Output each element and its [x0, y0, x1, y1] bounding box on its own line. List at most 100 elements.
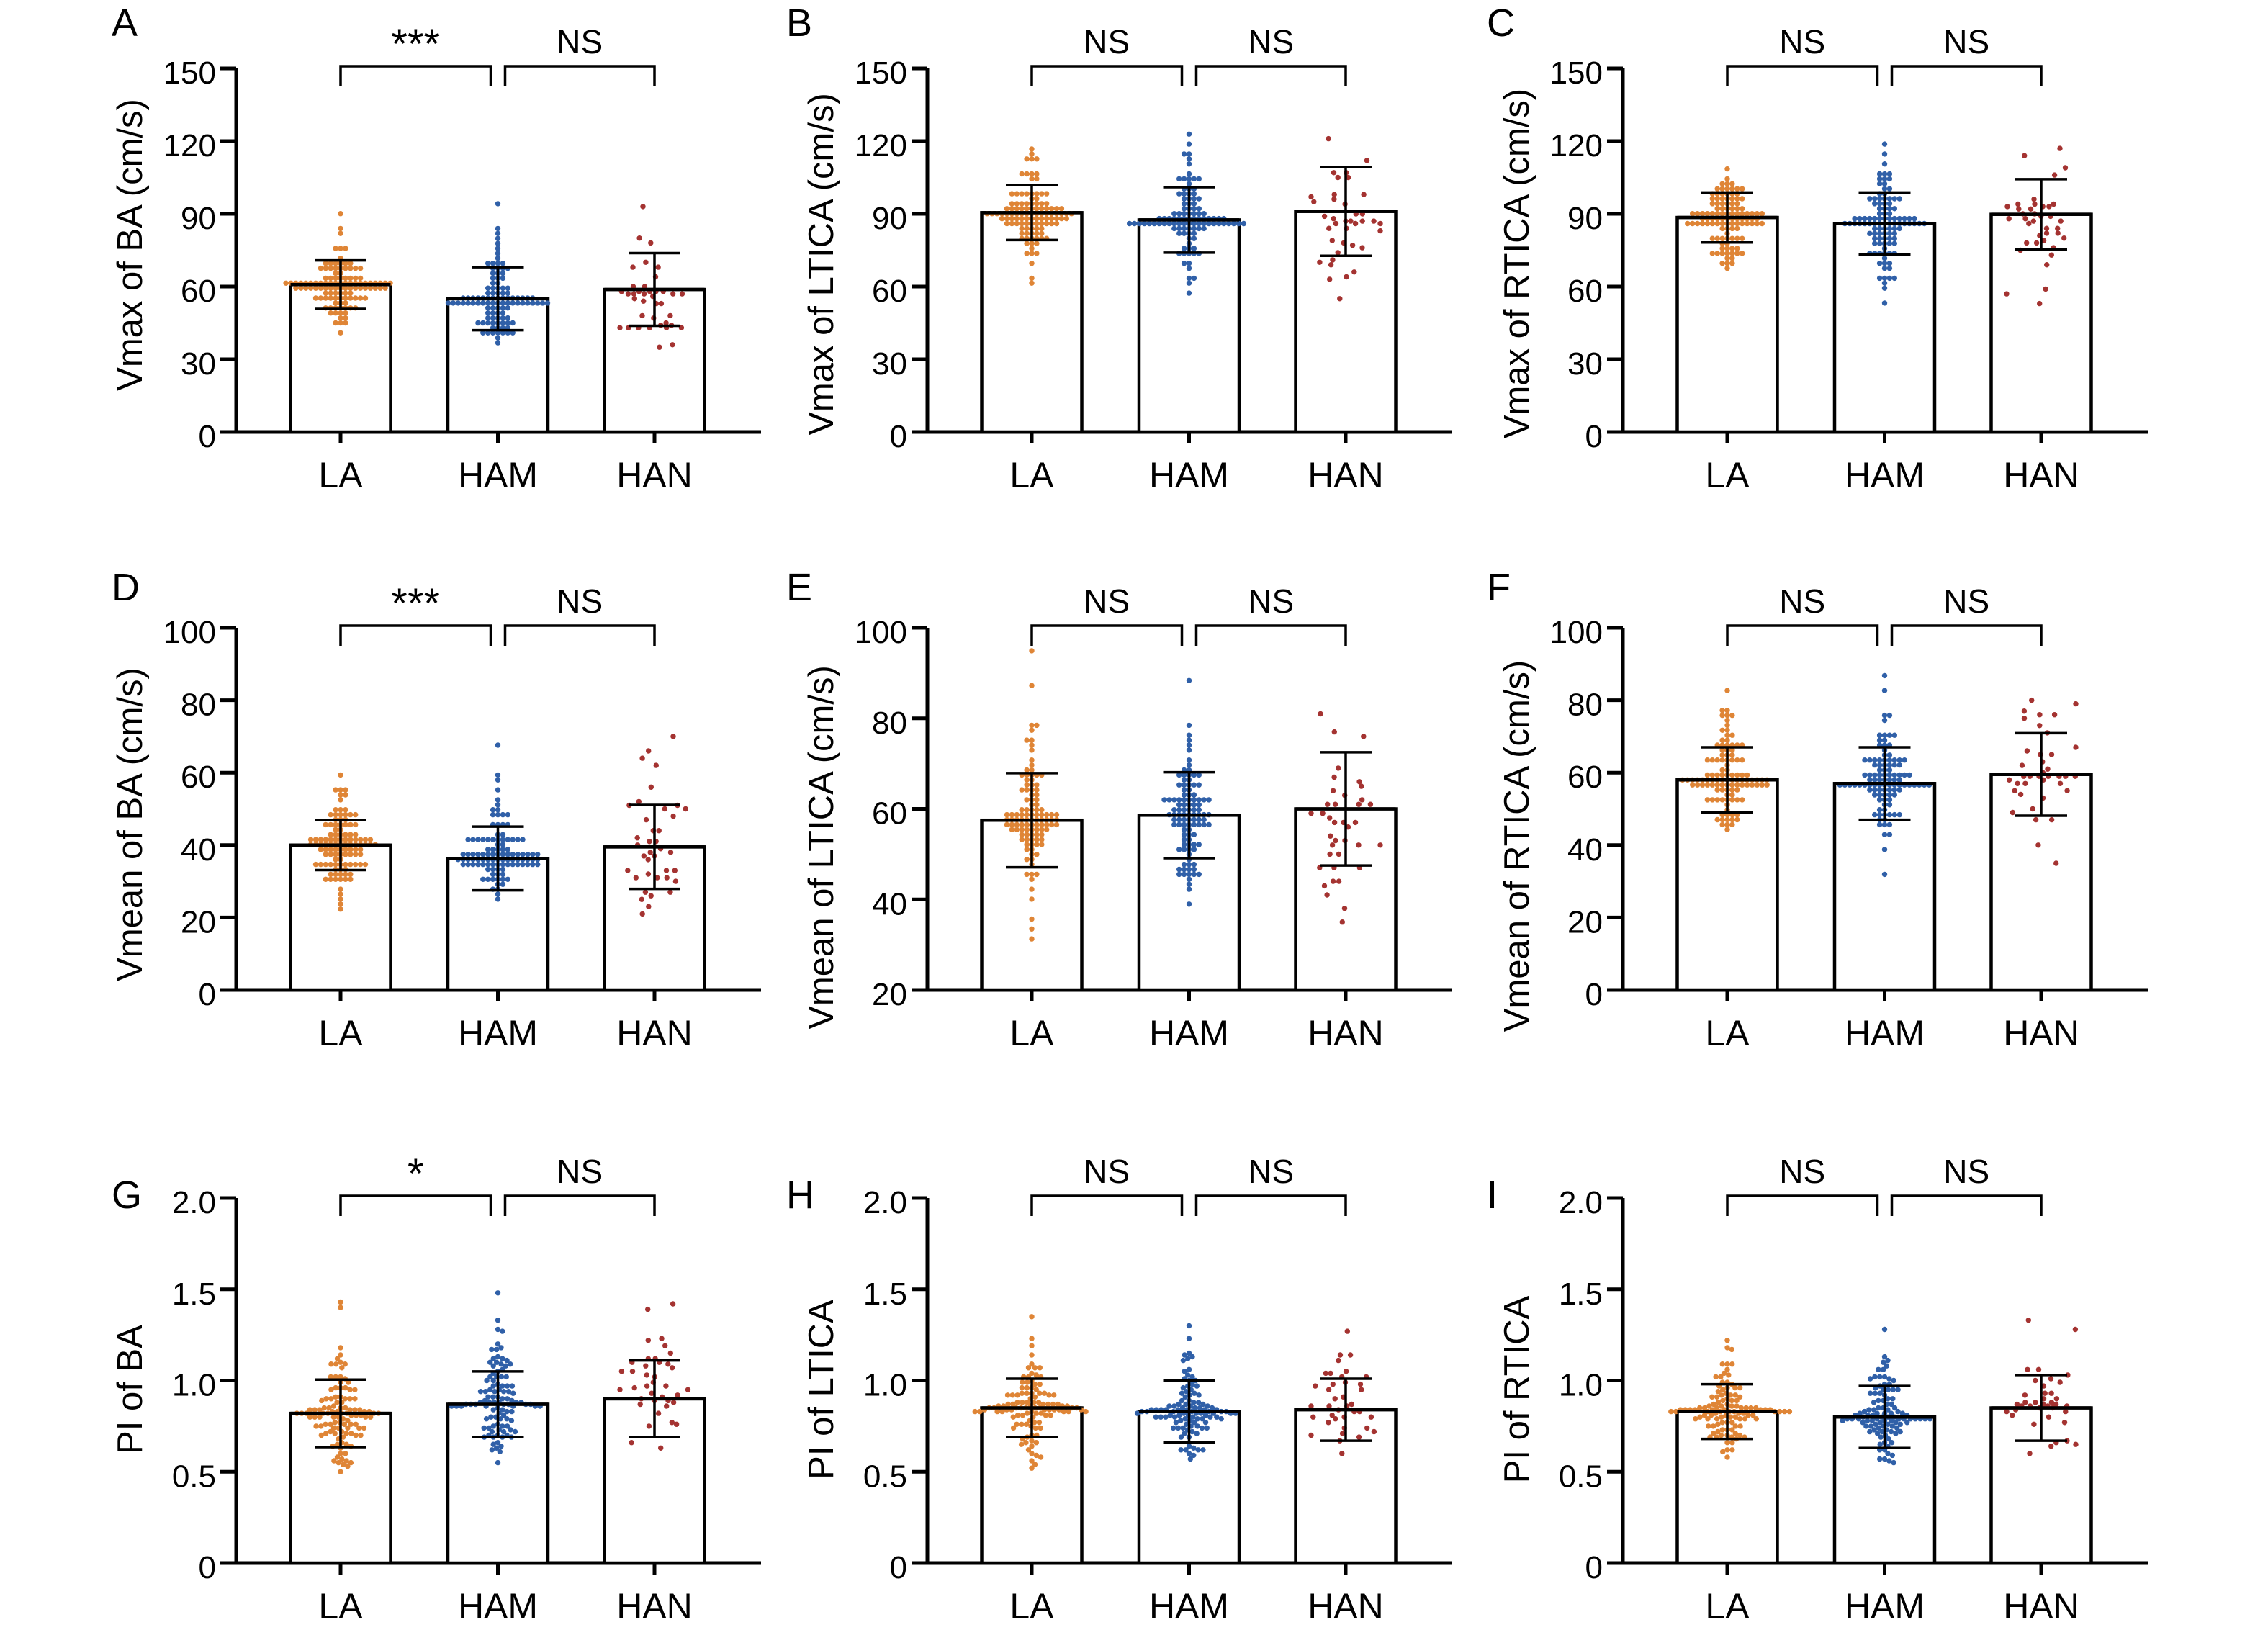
svg-text:HAM: HAM	[1845, 1013, 1925, 1053]
svg-text:LA: LA	[1009, 455, 1054, 495]
svg-text:HAM: HAM	[458, 455, 538, 495]
svg-text:*: *	[408, 1151, 424, 1197]
svg-text:60: 60	[872, 796, 907, 832]
svg-text:1.5: 1.5	[1559, 1276, 1603, 1312]
svg-text:Vmean of LTICA (cm/s): Vmean of LTICA (cm/s)	[802, 665, 841, 1030]
svg-text:30: 30	[1567, 346, 1603, 382]
svg-text:120: 120	[1550, 128, 1603, 163]
svg-text:NS: NS	[1248, 582, 1294, 620]
svg-text:PI of RTICA: PI of RTICA	[1498, 1295, 1536, 1483]
svg-text:NS: NS	[1943, 582, 1989, 620]
svg-text:HAM: HAM	[458, 1586, 538, 1626]
svg-text:1.5: 1.5	[863, 1276, 907, 1312]
svg-text:HAN: HAN	[2003, 455, 2079, 495]
svg-text:HAN: HAN	[2003, 1586, 2079, 1626]
svg-text:LA: LA	[1009, 1586, 1054, 1626]
svg-text:120: 120	[855, 128, 907, 163]
svg-text:0.5: 0.5	[172, 1459, 216, 1494]
svg-text:HAM: HAM	[1149, 455, 1229, 495]
svg-text:60: 60	[1567, 760, 1603, 795]
svg-text:100: 100	[855, 615, 907, 650]
svg-text:90: 90	[872, 201, 907, 236]
svg-text:HAN: HAN	[616, 1586, 693, 1626]
svg-text:2.0: 2.0	[172, 1185, 216, 1220]
svg-text:1.0: 1.0	[863, 1368, 907, 1403]
svg-text:0: 0	[1585, 419, 1603, 454]
svg-text:HAN: HAN	[1308, 455, 1384, 495]
svg-text:80: 80	[1567, 688, 1603, 723]
svg-text:80: 80	[181, 688, 216, 723]
svg-text:LA: LA	[318, 455, 363, 495]
svg-text:HAN: HAN	[1308, 1586, 1384, 1626]
svg-text:PI of BA: PI of BA	[111, 1325, 150, 1454]
svg-text:G: G	[112, 1174, 142, 1217]
svg-text:I: I	[1487, 1174, 1498, 1217]
svg-text:H: H	[786, 1174, 814, 1217]
svg-text:HAM: HAM	[1149, 1013, 1229, 1053]
svg-text:HAN: HAN	[616, 1013, 693, 1053]
svg-text:HAN: HAN	[2003, 1013, 2079, 1053]
svg-text:NS: NS	[1943, 23, 1989, 60]
svg-text:90: 90	[1567, 201, 1603, 236]
svg-text:HAN: HAN	[1308, 1013, 1384, 1053]
svg-text:NS: NS	[1084, 1153, 1130, 1190]
svg-text:***: ***	[391, 580, 440, 627]
svg-text:NS: NS	[1248, 1153, 1294, 1190]
svg-text:1.5: 1.5	[172, 1276, 216, 1312]
svg-text:B: B	[786, 1, 812, 45]
svg-text:LA: LA	[1705, 1013, 1750, 1053]
svg-text:LA: LA	[1705, 455, 1750, 495]
svg-text:60: 60	[181, 274, 216, 309]
svg-text:0: 0	[199, 1550, 216, 1585]
svg-text:40: 40	[872, 886, 907, 922]
svg-text:150: 150	[855, 55, 907, 91]
svg-text:A: A	[112, 1, 138, 45]
svg-text:HAM: HAM	[458, 1013, 538, 1053]
svg-text:LA: LA	[1009, 1013, 1054, 1053]
svg-text:D: D	[112, 566, 140, 609]
svg-text:20: 20	[181, 904, 216, 940]
svg-text:1.0: 1.0	[172, 1368, 216, 1403]
svg-text:NS: NS	[557, 1153, 603, 1190]
svg-text:150: 150	[1550, 55, 1603, 91]
svg-text:F: F	[1487, 566, 1511, 609]
svg-text:90: 90	[181, 201, 216, 236]
svg-text:LA: LA	[318, 1013, 363, 1053]
svg-text:0: 0	[1585, 977, 1603, 1012]
svg-text:0: 0	[199, 977, 216, 1012]
svg-text:Vmax of RTICA (cm/s): Vmax of RTICA (cm/s)	[1498, 89, 1536, 438]
svg-text:HAM: HAM	[1845, 455, 1925, 495]
svg-text:60: 60	[181, 760, 216, 795]
svg-text:Vmean of RTICA (cm/s): Vmean of RTICA (cm/s)	[1498, 660, 1536, 1032]
svg-text:0.5: 0.5	[1559, 1459, 1603, 1494]
svg-text:2.0: 2.0	[863, 1185, 907, 1220]
svg-text:100: 100	[163, 615, 216, 650]
svg-text:60: 60	[1567, 274, 1603, 309]
svg-text:HAM: HAM	[1149, 1586, 1229, 1626]
svg-text:HAN: HAN	[616, 455, 693, 495]
svg-text:NS: NS	[1779, 1153, 1825, 1190]
svg-text:0: 0	[890, 1550, 907, 1585]
svg-text:NS: NS	[1084, 23, 1130, 60]
svg-text:0: 0	[199, 419, 216, 454]
svg-text:NS: NS	[1779, 582, 1825, 620]
svg-text:80: 80	[872, 706, 907, 741]
svg-text:100: 100	[1550, 615, 1603, 650]
svg-text:NS: NS	[557, 582, 603, 620]
svg-text:LA: LA	[1705, 1586, 1750, 1626]
svg-text:0: 0	[890, 419, 907, 454]
svg-text:Vmean of BA (cm/s): Vmean of BA (cm/s)	[111, 667, 150, 981]
svg-text:0.5: 0.5	[863, 1459, 907, 1494]
svg-text:Vmax of LTICA (cm/s): Vmax of LTICA (cm/s)	[802, 93, 841, 436]
svg-text:30: 30	[872, 346, 907, 382]
svg-text:HAM: HAM	[1845, 1586, 1925, 1626]
svg-text:1.0: 1.0	[1559, 1368, 1603, 1403]
svg-text:20: 20	[1567, 904, 1603, 940]
svg-text:NS: NS	[1779, 23, 1825, 60]
svg-text:2.0: 2.0	[1559, 1185, 1603, 1220]
svg-text:120: 120	[163, 128, 216, 163]
svg-text:60: 60	[872, 274, 907, 309]
svg-text:LA: LA	[318, 1586, 363, 1626]
svg-text:NS: NS	[557, 23, 603, 60]
svg-text:30: 30	[181, 346, 216, 382]
